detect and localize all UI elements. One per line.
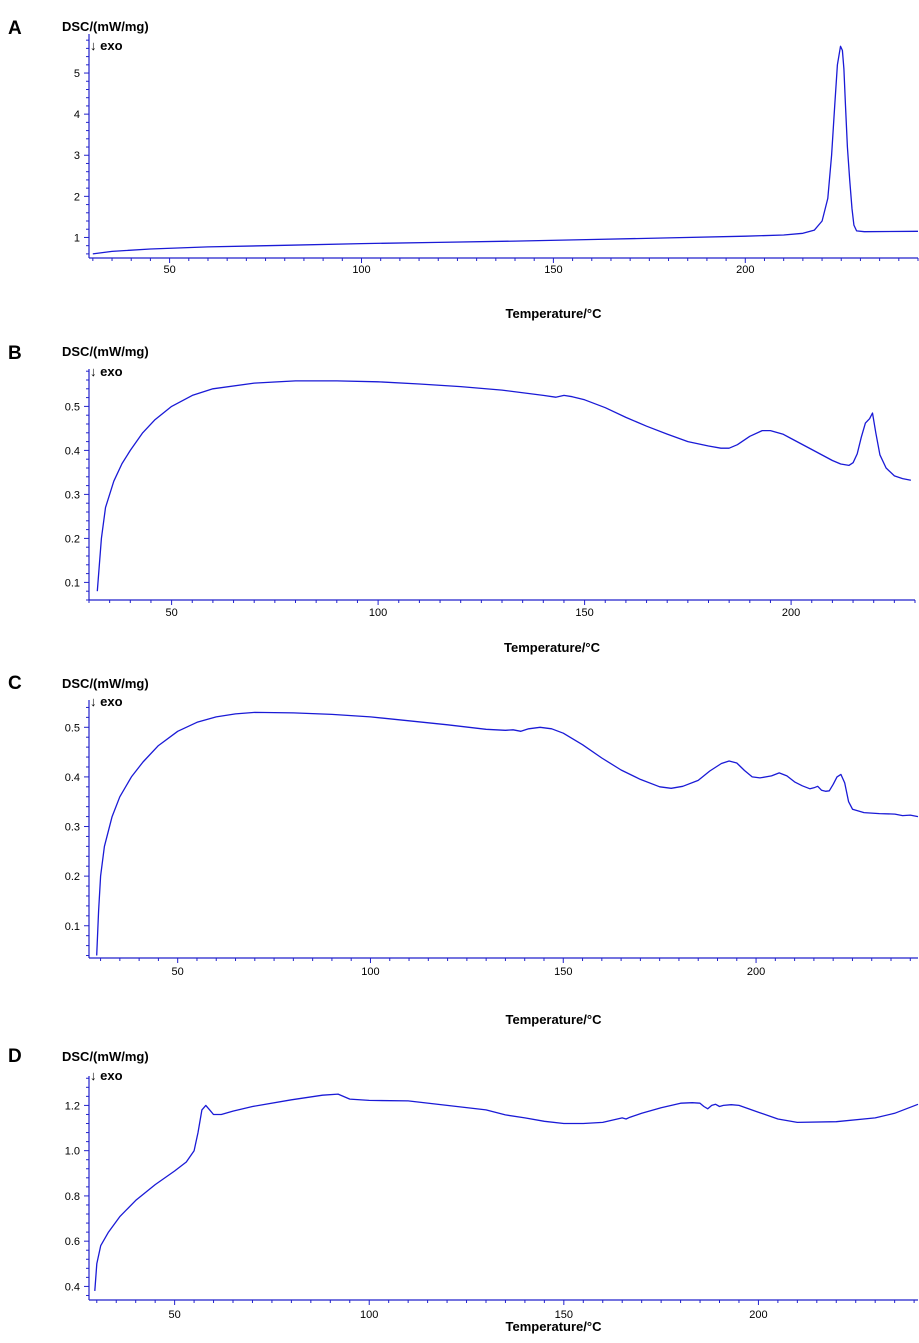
- y-tick-label: 3: [74, 150, 80, 162]
- y-tick-label: 0.5: [65, 401, 80, 413]
- panel-label: A: [8, 18, 22, 39]
- x-tick-label: 50: [165, 607, 177, 619]
- y-tick-label: 0.4: [65, 772, 80, 784]
- y-tick-label: 0.1: [65, 921, 80, 933]
- x-tick-label: 150: [575, 607, 593, 619]
- dsc-curve: [92, 45, 919, 255]
- x-tick-label: 200: [747, 966, 765, 978]
- y-axis-title: DSC/(mW/mg): [62, 676, 149, 691]
- y-tick-label: 0.3: [65, 489, 80, 501]
- y-tick-label: 0.2: [65, 533, 80, 545]
- x-axis-title: Temperature/°C: [506, 1319, 603, 1334]
- y-tick-label: 1: [74, 232, 80, 244]
- x-axis-title: Temperature/°C: [506, 306, 603, 321]
- x-tick-label: 100: [360, 1309, 378, 1321]
- y-tick-label: 0.4: [65, 1281, 80, 1293]
- panel-label: C: [8, 673, 22, 694]
- x-tick-label: 50: [172, 966, 184, 978]
- y-tick-label: 1.0: [65, 1146, 80, 1158]
- chart-panel-d: D DSC/(mW/mg) ↓ exo 50 100 150 200 0.4 0.6 0.8 1.0…: [8, 1046, 919, 1334]
- dsc-curve: [96, 711, 919, 956]
- dsc-curve: [96, 380, 912, 592]
- y-axis-title: DSC/(mW/mg): [62, 19, 149, 34]
- chart-panel-c: C DSC/(mW/mg) ↓ exo 50 100 150 200 0.1 0.2 0.3 0.4…: [8, 673, 919, 1027]
- y-tick-label: 4: [74, 109, 80, 121]
- y-tick-label: 5: [74, 68, 80, 80]
- y-tick-label: 0.3: [65, 822, 80, 834]
- dsc-curve: [94, 1093, 919, 1291]
- exo-direction-label: ↓ exo: [90, 1068, 123, 1083]
- x-tick-label: 50: [163, 264, 175, 276]
- x-tick-label: 200: [736, 264, 754, 276]
- x-tick-label: 100: [369, 607, 387, 619]
- exo-direction-label: ↓ exo: [90, 38, 123, 53]
- x-tick-label: 100: [352, 264, 370, 276]
- y-tick-label: 0.1: [65, 577, 80, 589]
- y-tick-label: 1.2: [65, 1100, 80, 1112]
- x-tick-label: 50: [168, 1309, 180, 1321]
- x-tick-label: 150: [555, 1309, 573, 1321]
- chart-panel-b: B DSC/(mW/mg) ↓ exo 50 100 150 200 0.1 0.2 0.3 0.4…: [8, 343, 916, 655]
- x-tick-label: 100: [361, 966, 379, 978]
- y-tick-label: 0.5: [65, 722, 80, 734]
- x-tick-label: 150: [554, 966, 572, 978]
- y-axis-title: DSC/(mW/mg): [62, 1049, 149, 1064]
- y-axis-title: DSC/(mW/mg): [62, 344, 149, 359]
- x-tick-label: 200: [782, 607, 800, 619]
- y-tick-label: 2: [74, 191, 80, 203]
- x-axis-title: Temperature/°C: [506, 1012, 603, 1027]
- x-tick-label: 200: [749, 1309, 767, 1321]
- panel-label: B: [8, 343, 22, 364]
- x-axis-title: Temperature/°C: [504, 640, 601, 655]
- y-tick-label: 0.2: [65, 871, 80, 883]
- x-tick-label: 150: [544, 264, 562, 276]
- chart-panel-a: A DSC/(mW/mg) ↓ exo 50 100 150 200 1 2 3 4 5 Tempera…: [8, 18, 919, 321]
- exo-direction-label: ↓ exo: [90, 364, 123, 379]
- y-tick-label: 0.8: [65, 1191, 80, 1203]
- y-tick-label: 0.4: [65, 445, 80, 457]
- exo-direction-label: ↓ exo: [90, 694, 123, 709]
- y-tick-label: 0.6: [65, 1236, 80, 1248]
- panel-label: D: [8, 1046, 22, 1067]
